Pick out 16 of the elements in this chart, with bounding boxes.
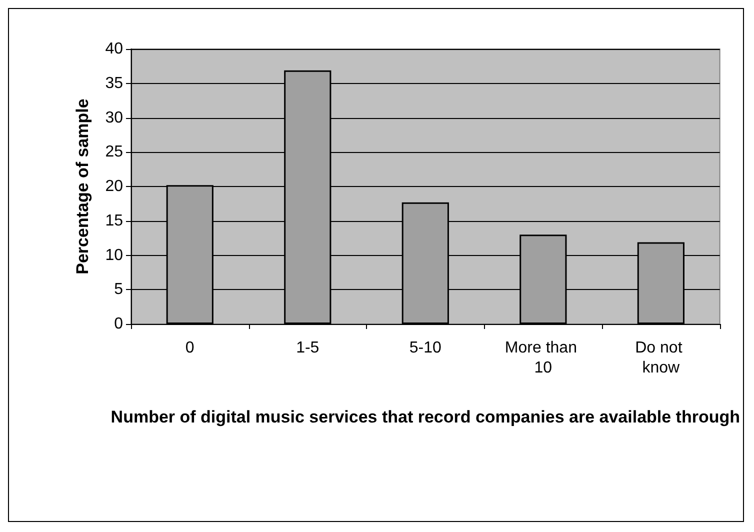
x-tick-label: More than 10 [504, 340, 582, 376]
x-tick-label: 5-10 [409, 340, 442, 356]
y-tick-label: 0 [114, 316, 124, 332]
y-tick-label: 40 [105, 40, 124, 58]
y-tick-label: 35 [105, 74, 124, 92]
y-tick-label: 25 [105, 144, 124, 161]
x-axis-title: Number of digital music services that record companies are available through [110, 408, 740, 426]
y-axis-title: Percentage of sample [73, 98, 92, 274]
y-tick-label: 15 [105, 212, 124, 230]
y-tick-label: 20 [105, 178, 124, 195]
y-tick-label: 5 [114, 281, 124, 298]
y-tick-label: 10 [105, 246, 124, 264]
x-tick-label: Do not know [635, 340, 687, 376]
y-tick-label: 30 [105, 109, 124, 126]
x-tick-label: 0 [185, 340, 194, 356]
x-tick-label: 1-5 [296, 340, 320, 356]
